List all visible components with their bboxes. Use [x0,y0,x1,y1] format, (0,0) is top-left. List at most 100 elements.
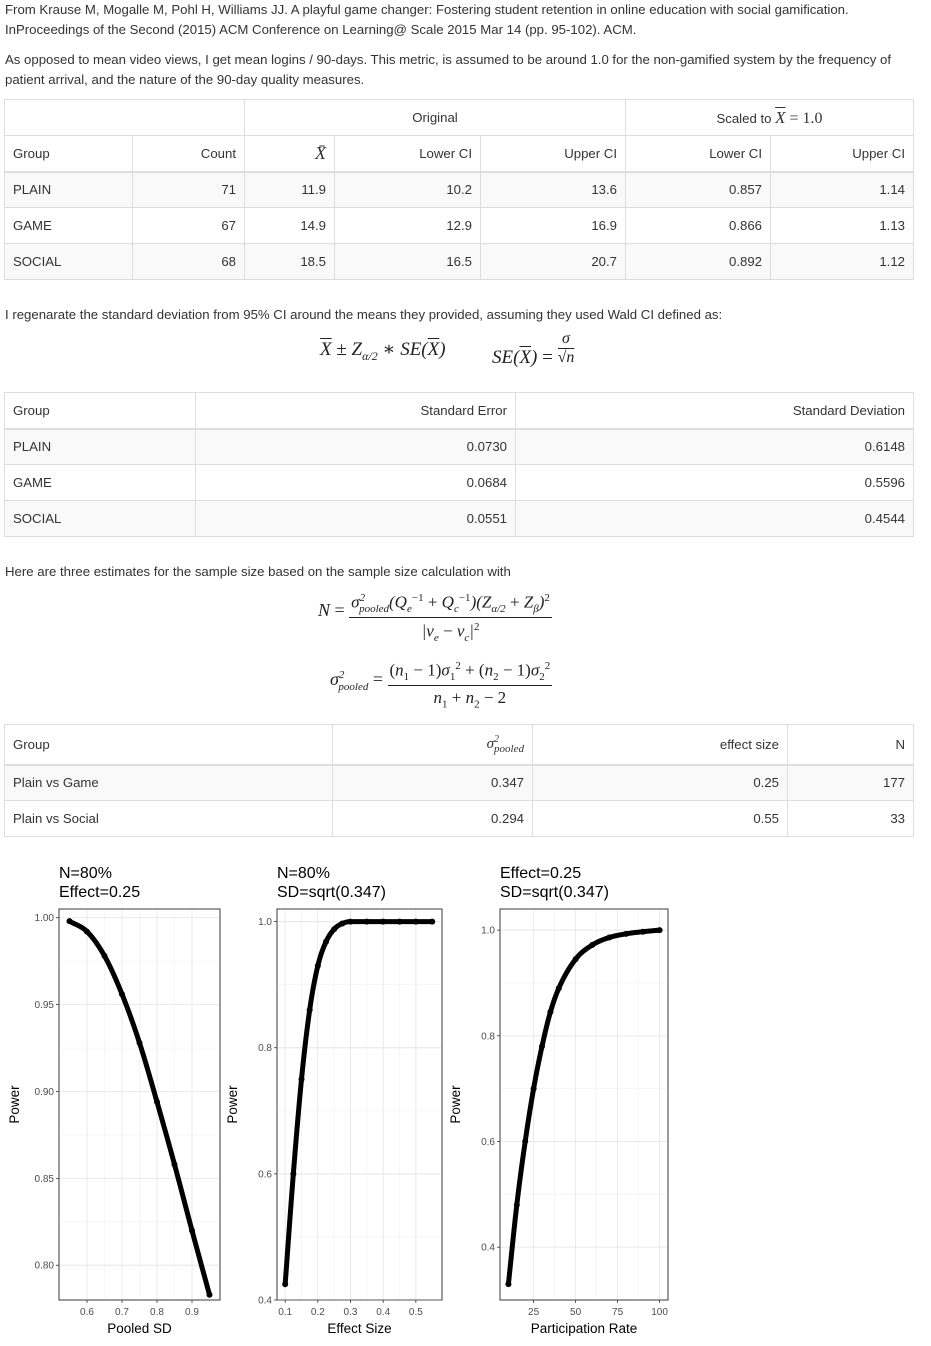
chart-panel: 0.4 0.6 0.8 1.0 0.1 0.2 0.3 0.4 0.5 N=80% SD=sqrt(… [225,865,443,1336]
cell: 0.0730 [195,428,516,465]
data-point [589,941,596,948]
data-point [314,962,321,969]
se-table: Group Standard Error Standard Deviation … [4,392,914,537]
data-point [530,1085,537,1092]
table-row: Plain vs Game 0.347 0.25 177 [4,764,914,801]
cell: GAME [4,464,196,501]
y-tick-label: 1.0 [258,917,272,928]
x-axis-label: Participation Rate [531,1321,638,1336]
cell: 12.9 [334,207,481,244]
table-row: Plain vs Social 0.294 0.55 33 [4,800,914,837]
y-tick-label: 0.85 [35,1174,55,1185]
data-point [331,926,338,933]
cell: 18.5 [244,243,335,280]
cell: 0.25 [532,764,788,801]
plot-area [499,908,669,1301]
y-tick-label: 0.90 [35,1087,55,1098]
x-tick-label: 0.5 [409,1307,423,1318]
cell: 13.6 [480,171,626,208]
sample-size-table: Group σ2pooled effect size N Plain vs Ga… [4,724,914,837]
data-point [522,1138,529,1145]
chart-title: SD=sqrt(0.347) [277,884,386,901]
y-tick-label: 0.8 [258,1043,272,1054]
chart-title: SD=sqrt(0.347) [500,884,609,901]
col-group: Group [4,392,196,430]
cell: 67 [132,207,245,244]
data-point [606,934,613,941]
data-point [656,927,663,934]
sample-size-formula: N = σ2pooled(Qe−1 + Qc−1)(Zα/2 + Zβ)2 |v… [318,592,552,645]
y-tick-label: 0.6 [258,1169,272,1180]
x-tick-label: 25 [528,1307,540,1318]
cell: 1.14 [770,171,914,208]
x-tick-label: 0.3 [344,1307,358,1318]
citation-text: From Krause M, Mogalle M, Pohl H, Willia… [5,2,849,37]
table-row: PLAIN 71 11.9 10.2 13.6 0.857 1.14 [4,171,914,208]
data-point [513,1201,520,1208]
col-xbar: X̄ [244,135,335,173]
y-axis-label: Power [7,1085,22,1124]
data-point [306,1006,313,1013]
cell: SOCIAL [4,243,133,280]
col-scaled-lower-ci: Lower CI [625,135,771,173]
data-point [347,918,354,925]
plot-area [276,908,443,1301]
data-point [505,1281,512,1288]
x-axis-label: Effect Size [327,1321,391,1336]
cell: 0.294 [332,800,533,837]
y-axis-label: Power [225,1085,240,1124]
cell: 0.5596 [515,464,914,501]
cell: 11.9 [244,171,335,208]
plot-frame [58,908,221,1301]
cell: 0.55 [532,800,788,837]
wald-ci-text: I regenarate the standard deviation from… [5,307,723,322]
x-tick-label: 0.1 [278,1307,292,1318]
cell: GAME [4,207,133,244]
y-tick-label: 1.0 [481,926,495,937]
data-point [572,956,579,963]
cell: 0.6148 [515,428,914,465]
y-tick-label: 0.6 [481,1137,495,1148]
col-effect-size: effect size [532,724,788,766]
x-tick-label: 100 [651,1307,668,1318]
data-point [623,930,629,937]
cell: 0.892 [625,243,771,280]
y-tick-label: 0.95 [35,1000,55,1011]
cell: 33 [787,800,914,837]
x-tick-label: 0.4 [376,1307,390,1318]
header-scaled: Scaled to X = 1.0 [625,99,914,136]
chart-title: N=80% [277,865,330,882]
table-row: SOCIAL 68 18.5 16.5 20.7 0.892 1.12 [4,243,914,280]
data-point [396,918,403,925]
chart-title: N=80% [59,865,112,882]
col-count: Count [132,135,245,173]
cell: 0.857 [625,171,771,208]
cell: 177 [787,764,914,801]
data-point [206,1291,213,1298]
y-tick-label: 1.00 [35,913,55,924]
cell: 0.0684 [195,464,516,501]
data-point [555,985,562,992]
cell: 0.866 [625,207,771,244]
table-row: GAME 0.0684 0.5596 [4,464,914,501]
y-tick-label: 0.8 [481,1031,495,1042]
cell: SOCIAL [4,500,196,537]
data-point [639,928,646,935]
cell: Plain vs Game [4,764,333,801]
x-tick-label: 50 [570,1307,582,1318]
data-point [547,1009,554,1016]
wald-ci-formula: X ± Zα/2 ∗ SE(X) [320,339,446,363]
x-tick-label: 0.6 [80,1307,94,1318]
data-point [412,918,419,925]
cell: 20.7 [480,243,626,280]
y-tick-label: 0.80 [35,1261,55,1272]
x-axis-label: Pooled SD [107,1321,172,1336]
data-point [154,1098,160,1105]
chart-title: Effect=0.25 [500,865,581,882]
header-original: Original [244,99,626,136]
cell: 0.0551 [195,500,516,537]
table-row: GAME 67 14.9 12.9 16.9 0.866 1.13 [4,207,914,244]
cell: 16.9 [480,207,626,244]
chart-panel: 0.4 0.6 0.8 1.0 25 50 75 100 Effect=0.25 SD=sqrt(… [448,865,669,1336]
data-point [363,918,370,925]
